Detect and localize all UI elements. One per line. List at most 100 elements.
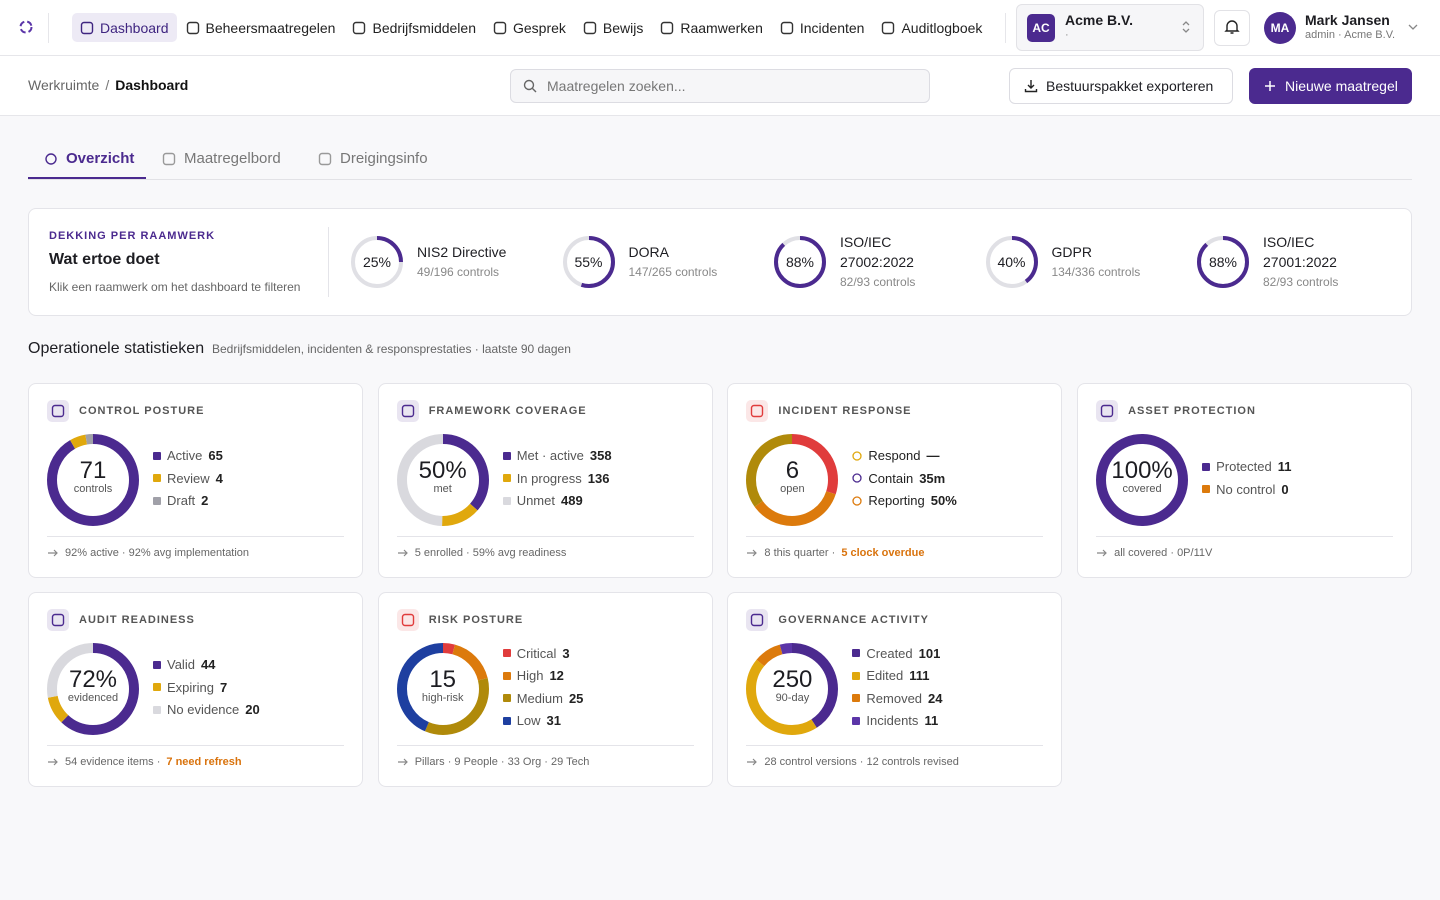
legend-swatch (502, 649, 511, 658)
nav-icon (80, 21, 94, 34)
footer-icon (747, 758, 758, 766)
icon (751, 404, 764, 418)
coverage-hint: Klik een raamwerk om het dashboard te fi… (49, 280, 301, 294)
card-rule (47, 536, 344, 537)
card-title: CONTROL POSTURE (79, 405, 205, 417)
legend-item: In progress 136 (502, 468, 609, 488)
breadcrumb-separator: / (105, 77, 110, 93)
donut-caption: open (780, 483, 805, 495)
notifications[interactable] (1214, 10, 1250, 46)
card-icon (396, 400, 419, 422)
donut (396, 434, 489, 526)
ring-segment (396, 643, 489, 735)
search-box[interactable] (510, 69, 930, 103)
card-icon (746, 609, 769, 631)
nav-icon (661, 21, 674, 34)
icon-shape (780, 21, 794, 34)
legend-name: Active (167, 448, 203, 463)
logo[interactable] (17, 18, 35, 36)
card-icon (47, 400, 69, 422)
legend-item: High 12 (502, 666, 564, 686)
nav-item[interactable]: Incidenten (772, 13, 873, 42)
legend-name: Medium (516, 690, 563, 706)
framework-name[interactable]: GDPR (1051, 244, 1092, 260)
card-icon (47, 609, 69, 631)
plus-icon (1265, 81, 1275, 91)
tab[interactable]: Maatregelbord (184, 150, 281, 167)
breadcrumb: Werkruimte / Dashboard (28, 75, 188, 95)
nav-item[interactable]: Beheersmaatregelen (178, 13, 344, 42)
card-rule (1096, 536, 1394, 537)
legend-swatch (1202, 485, 1211, 494)
icon-shape (852, 473, 863, 483)
framework-name[interactable]: ISO/IEC 27001:2022 (1263, 234, 1337, 270)
export-button[interactable] (1009, 68, 1233, 104)
icon-shape (583, 21, 597, 34)
ring-segment (351, 236, 403, 288)
org-badge: AC (1027, 14, 1055, 42)
stat-card (377, 592, 713, 787)
nav-item[interactable]: Bedrijfsmiddelen (344, 13, 484, 42)
new-button[interactable] (1249, 68, 1412, 104)
legend-name: Met · active (516, 448, 584, 463)
coverage-card (28, 208, 1412, 316)
card-footer: 8 this quarter · 5 clock overdue (764, 543, 924, 563)
nav-label: Bedrijfsmiddelen (372, 19, 476, 36)
framework-name[interactable]: ISO/IEC 27002:2022 (840, 234, 914, 270)
nav-item[interactable]: Dashboard (72, 13, 177, 42)
nav-item[interactable]: Bewijs (575, 13, 651, 42)
stat-card (727, 383, 1063, 578)
legend-swatch (153, 474, 161, 482)
legend-item: Critical 3 (502, 643, 570, 663)
framework-name[interactable]: DORA (628, 244, 669, 260)
legend-item: Removed 24 (852, 688, 943, 708)
donut-center: 6 (785, 457, 800, 484)
donut (47, 643, 139, 735)
user-name: Mark Jansen (1305, 12, 1390, 28)
coverage-percent: 25% (362, 254, 392, 270)
card-icon (1096, 400, 1119, 422)
legend-name: Created (866, 645, 913, 661)
coverage-ring (351, 236, 403, 288)
tab-underline (28, 177, 146, 179)
card-title: GOVERNANCE ACTIVITY (778, 614, 929, 626)
nav-icon (493, 21, 507, 34)
footer-icon (1097, 549, 1107, 557)
org-selector[interactable] (1016, 4, 1204, 51)
legend-item: No evidence 20 (153, 700, 260, 720)
tab[interactable]: Overzicht (66, 150, 135, 167)
nav-item[interactable]: Raamwerken (652, 13, 770, 42)
nav-item[interactable]: Gesprek (485, 13, 574, 42)
legend-value: — (926, 448, 940, 463)
divider (1005, 13, 1006, 43)
footer-alert: 5 clock overdue (841, 547, 925, 559)
user-avatar[interactable]: MA (1264, 12, 1296, 44)
legend-name: Edited (866, 668, 904, 684)
legend-name: Valid (167, 657, 195, 672)
card-footer: 5 enrolled · 59% avg readiness (415, 543, 567, 563)
nav-item[interactable]: Auditlogboek (873, 13, 990, 42)
card-footer: 92% active · 92% avg implementation (65, 543, 249, 563)
tab[interactable]: Dreigingsinfo (340, 150, 428, 167)
legend-value: 358 (589, 448, 612, 463)
coverage-ring (562, 236, 615, 288)
legend-swatch (852, 671, 861, 680)
search-placeholder: Maatregelen zoeken... (547, 78, 686, 94)
legend-name: Draft (167, 493, 196, 508)
legend-swatch (502, 496, 511, 505)
breadcrumb-item[interactable]: Dashboard (115, 77, 189, 93)
legend-name: No evidence (167, 702, 240, 717)
icon-shape (852, 450, 863, 461)
legend-name: No control (1216, 481, 1276, 497)
card-footer: 54 evidence items · 7 need refresh (65, 752, 242, 772)
donut-center: 250 (772, 666, 813, 693)
chevron (1408, 24, 1418, 30)
framework-name[interactable]: NIS2 Directive (417, 244, 507, 260)
icon-shape (318, 152, 332, 166)
breadcrumb-item[interactable]: Werkruimte (28, 77, 100, 93)
footer-icon (397, 758, 408, 766)
legend-name: Contain (868, 470, 914, 486)
footer-text: 8 this quarter · (764, 547, 836, 559)
legend-item: Expiring 7 (153, 677, 227, 697)
